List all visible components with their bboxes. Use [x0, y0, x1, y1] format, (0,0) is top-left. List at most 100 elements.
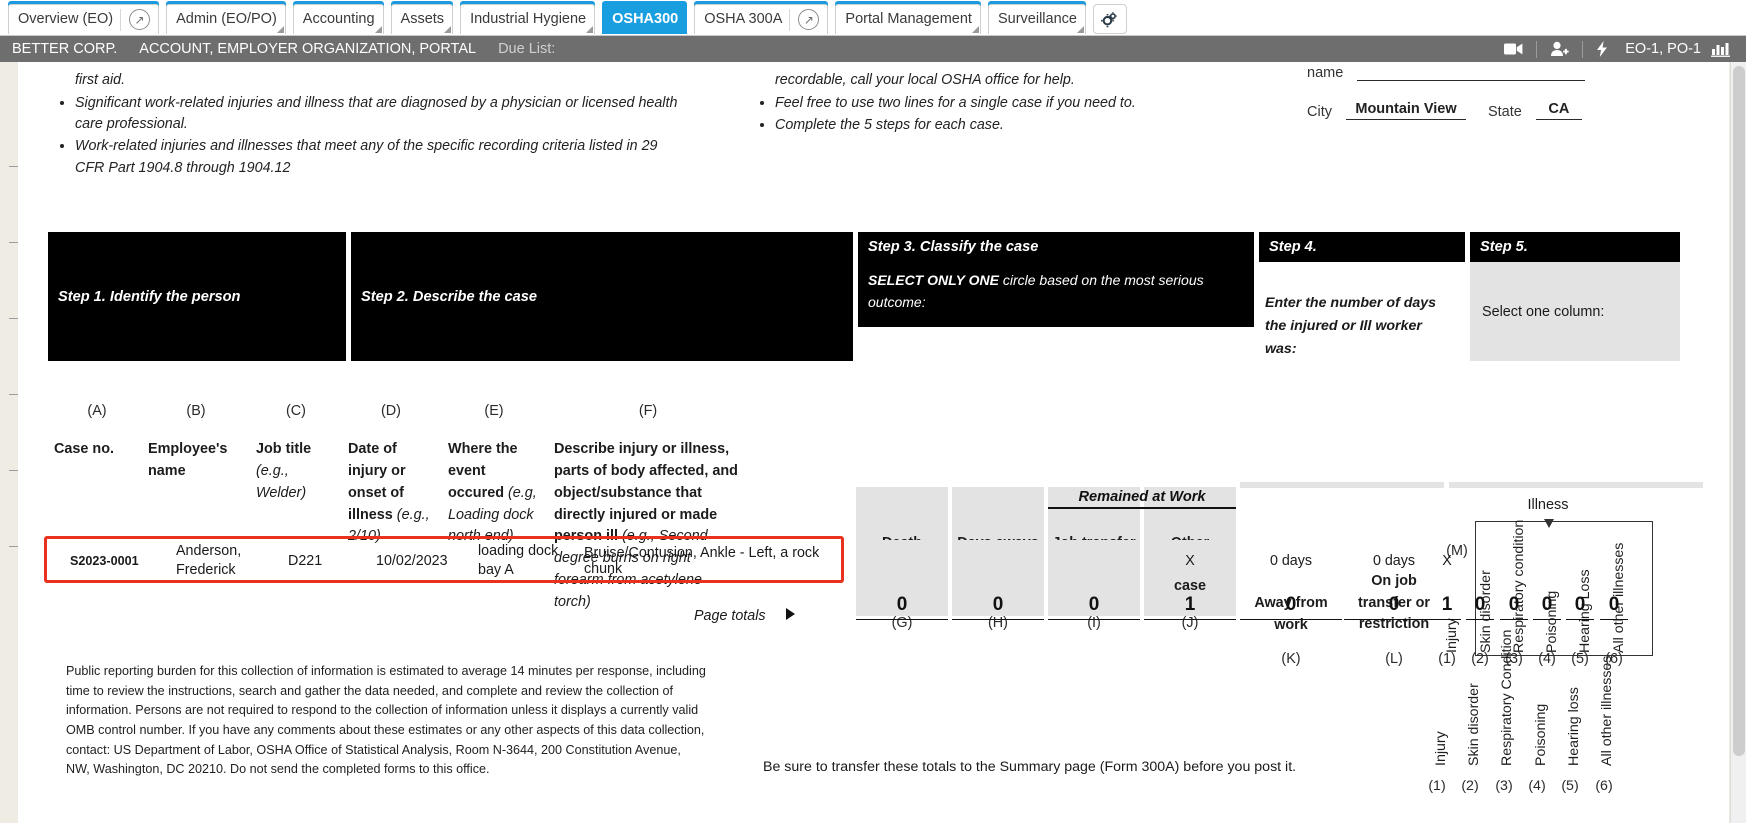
osha300-form-page: first aid. Significant work-related inju…: [18, 62, 1729, 823]
page-totals-label: Page totals: [694, 608, 766, 624]
lightning-bolt-icon[interactable]: [1583, 41, 1621, 57]
cell-employee-name[interactable]: Anderson, Frederick: [176, 543, 242, 578]
company-name: BETTER CORP.: [12, 41, 118, 57]
settings-gears-icon[interactable]: [1092, 4, 1127, 34]
page-scroll-area: first aid. Significant work-related inju…: [0, 62, 1746, 823]
tab-osha300[interactable]: OSHA300: [602, 4, 688, 34]
header-divider: [1582, 40, 1584, 58]
establishment-name-value[interactable]: [1357, 62, 1586, 81]
instructions-left-lead: first aid.: [75, 72, 126, 88]
add-user-icon[interactable]: [1537, 41, 1582, 57]
step-5-title: Step 5.: [1480, 239, 1528, 255]
external-link-icon[interactable]: ↗: [798, 9, 820, 30]
city-label: City: [1307, 104, 1332, 120]
page-totals-arrow-icon: [786, 608, 795, 620]
city-value[interactable]: Mountain View: [1345, 101, 1466, 120]
step-1-header: Step 1. Identify the person: [48, 232, 346, 361]
cell-injury[interactable]: X: [1442, 553, 1452, 569]
resize-corner-icon: [1076, 26, 1084, 33]
instruction-bullet: Work-related injuries and illnesses that…: [75, 136, 678, 178]
tab-industrial-hygiene[interactable]: Industrial Hygiene: [460, 4, 596, 34]
footer-num-2: (2): [1461, 778, 1479, 794]
total-on-job-transfer-days: 0: [1344, 594, 1444, 620]
cell-on-job-transfer-days[interactable]: 0 days: [1372, 553, 1416, 569]
cell-case-no[interactable]: S2023-0001: [70, 554, 139, 568]
step-5-column: Step 5. Select one column:: [1470, 232, 1680, 361]
column-letter-c: (C): [286, 403, 306, 419]
resize-corner-icon: [586, 26, 594, 33]
cell-other-recordable[interactable]: X: [1185, 553, 1195, 569]
state-value[interactable]: CA: [1535, 101, 1582, 120]
footer-num-5: (5): [1561, 778, 1579, 794]
tab-label: Portal Management: [845, 10, 972, 27]
bar-chart-icon[interactable]: [1711, 41, 1736, 57]
illness-num-4: (4): [1538, 651, 1556, 667]
step-1-title: Step 1. Identify the person: [58, 288, 241, 305]
establishment-name-label: name: [1307, 65, 1344, 81]
total-all-other-illnesses: 0: [1600, 594, 1628, 620]
step5-underline-shade: [1449, 482, 1703, 488]
scrollbar-thumb[interactable]: [1733, 66, 1745, 756]
cell-hearing-loss[interactable]: [1566, 540, 1594, 582]
cell-skin-disorder[interactable]: [1466, 540, 1494, 582]
video-camera-icon-svg: [1504, 43, 1523, 55]
column-letter-d: (D): [381, 403, 401, 419]
tab-portal-management[interactable]: Portal Management: [835, 4, 981, 34]
external-link-icon[interactable]: ↗: [129, 9, 151, 30]
tab-admin-eo-po[interactable]: Admin (EO/PO): [166, 4, 286, 34]
cell-job-transfer[interactable]: [1048, 540, 1140, 582]
cell-days-away[interactable]: [952, 540, 1044, 582]
cell-describe-injury[interactable]: Bruise/Contusion, Ankle - Left, a rock c…: [584, 545, 820, 577]
column-header-e: (E) Where the event occured (e.g, Loadin…: [448, 401, 540, 548]
resize-corner-icon: [276, 26, 284, 33]
days-letter-l: (L): [1385, 651, 1403, 667]
cell-job-title[interactable]: D221: [288, 553, 323, 569]
cell-death[interactable]: [856, 540, 948, 582]
form-instructions: first aid. Significant work-related inju…: [18, 62, 1729, 178]
header-actions: EO-1, PO-1: [1491, 40, 1736, 58]
column-title-b: Employee's name: [148, 440, 228, 479]
left-rail: [0, 62, 18, 823]
tab-overview-eo[interactable]: Overview (EO) ↗: [8, 4, 160, 34]
column-letter-b: (B): [186, 403, 206, 419]
cell-date-of-injury[interactable]: 10/02/2023: [376, 553, 448, 569]
cell-where-event-occured[interactable]: loading dock bay A: [478, 543, 559, 578]
column-title-e: Where the event occured: [448, 440, 518, 501]
column-title-c: Job title: [256, 440, 312, 457]
injury-letter-m: (M): [1446, 543, 1468, 559]
tab-divider: [120, 8, 122, 31]
step-4-title: Step 4.: [1269, 239, 1317, 255]
tab-label: Admin (EO/PO): [176, 10, 277, 27]
step-4-header: Step 4.: [1259, 232, 1465, 262]
tab-accounting[interactable]: Accounting: [292, 4, 384, 34]
total-away-from-work-days: 0: [1240, 594, 1342, 620]
instruction-bullet: Feel free to use two lines for a single …: [775, 93, 1178, 114]
cell-respiratory-condition[interactable]: [1500, 540, 1528, 582]
tab-label: OSHA300: [612, 10, 679, 27]
illness-num-3: (3): [1505, 651, 1523, 667]
tab-osha-300a[interactable]: OSHA 300A ↗: [694, 4, 829, 34]
footer-num-3: (3): [1495, 778, 1513, 794]
tab-surveillance[interactable]: Surveillance: [987, 4, 1086, 34]
establishment-fields: name City Mountain View State CA: [1307, 62, 1707, 140]
column-letter-f: (F): [638, 403, 658, 419]
cell-poisoning[interactable]: [1533, 540, 1561, 582]
resize-corner-icon: [444, 26, 452, 33]
tab-assets[interactable]: Assets: [390, 4, 454, 34]
instruction-bullet: Significant work-related injuries and il…: [75, 93, 678, 135]
tab-label: Surveillance: [997, 10, 1077, 27]
footer-num-1: (1): [1428, 778, 1446, 794]
establishment-name-row: name: [1307, 62, 1707, 81]
vertical-scrollbar[interactable]: [1730, 62, 1746, 823]
cell-all-other-illnesses[interactable]: [1600, 540, 1628, 582]
total-job-transfer: 0: [1048, 594, 1140, 620]
header-divider: [1536, 40, 1538, 58]
column-title-a: Case no.: [54, 440, 114, 457]
step-3-subtitle: SELECT ONLY ONE circle based on the most…: [868, 269, 1254, 314]
video-camera-icon[interactable]: [1491, 42, 1536, 56]
footer-num-4: (4): [1528, 778, 1546, 794]
tab-label: Accounting: [302, 10, 375, 27]
total-respiratory-condition: 0: [1500, 594, 1528, 620]
table-row[interactable]: S2023-0001 Anderson, Frederick D221 10/0…: [48, 540, 1703, 582]
cell-away-from-work-days[interactable]: 0 days: [1269, 553, 1313, 569]
